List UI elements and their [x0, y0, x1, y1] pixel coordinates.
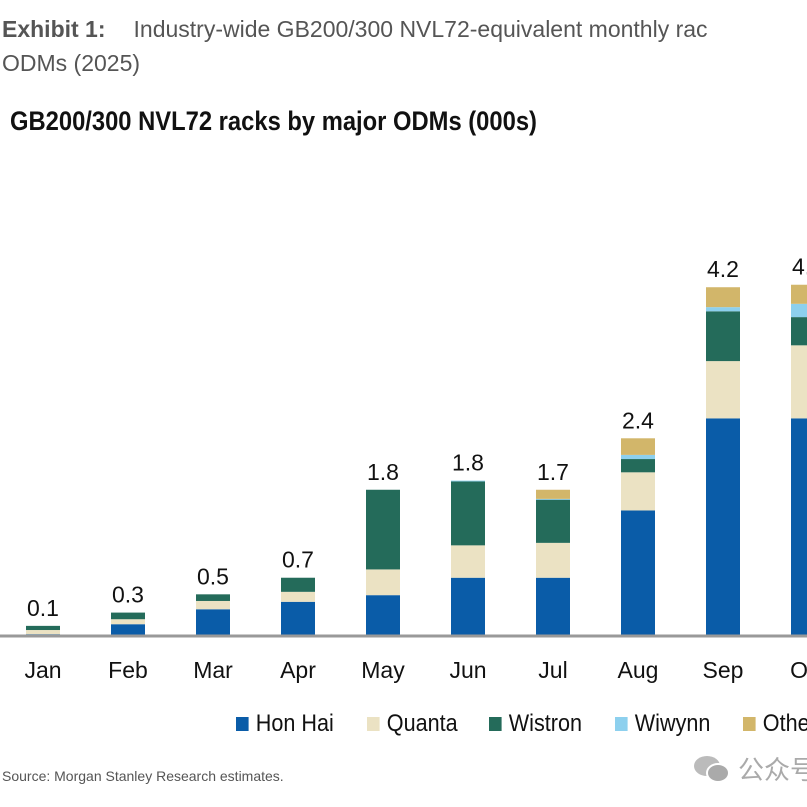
x-tick-label: Jul: [538, 657, 567, 683]
legend-label: Other: [762, 710, 807, 737]
bar-segment-quanta-sep: [706, 361, 740, 419]
legend-item: Wiwynn: [614, 710, 711, 738]
bar-segment-wistron-apr: [281, 577, 315, 592]
bar-segment-quanta-jan: [26, 630, 60, 635]
bar-segment-wistron-may: [366, 489, 400, 570]
bar-segment-quanta-jun: [451, 545, 485, 578]
legend-label: Wiwynn: [634, 710, 711, 737]
bar-segment-wiwynn-jul: [536, 498, 570, 500]
bar-segment-wistron-jul: [536, 499, 570, 543]
legend-item: Wistron: [489, 710, 582, 738]
legend-item: Hon Hai: [236, 710, 334, 738]
bar-segment-quanta-mar: [196, 600, 230, 610]
legend-item: Quanta: [366, 710, 458, 738]
source-note: Source: Morgan Stanley Research estimate…: [2, 768, 284, 784]
exhibit-label: Exhibit 1:: [2, 16, 106, 42]
total-label: 0.5: [197, 563, 229, 589]
bar-segment-wiwynn-oct: [791, 303, 807, 318]
bar-segment-other-sep: [706, 287, 740, 308]
exhibit-title: Industry-wide GB200/300 NVL72-equivalent…: [133, 16, 708, 42]
watermark: 公众号: [692, 750, 807, 787]
total-label: 1.8: [367, 459, 399, 485]
bar-segment-hon-hai-apr: [281, 601, 315, 635]
bar-segment-hon-hai-jul: [536, 577, 570, 635]
bar-segment-hon-hai-mar: [196, 609, 230, 635]
bar-segment-wistron-jan: [26, 625, 60, 631]
x-tick-label: Feb: [108, 657, 148, 683]
total-label: 4.2: [792, 254, 807, 280]
total-label: 4.2: [707, 256, 739, 282]
wechat-icon: [694, 755, 730, 783]
bar-segment-hon-hai-aug: [621, 510, 655, 635]
x-tick-label: Apr: [280, 657, 316, 683]
legend-swatch: [614, 717, 628, 731]
legend-label: Quanta: [386, 710, 458, 737]
bar-segment-quanta-apr: [281, 591, 315, 602]
bar-segment-wistron-feb: [111, 612, 145, 620]
bar-segment-hon-hai-jun: [451, 577, 485, 635]
total-label: 1.7: [537, 459, 569, 485]
legend-label: Hon Hai: [255, 710, 334, 737]
bar-segment-quanta-may: [366, 569, 400, 596]
bar-segment-hon-hai-sep: [706, 418, 740, 635]
legend-swatch: [366, 717, 380, 731]
bar-segment-quanta-jul: [536, 542, 570, 578]
bar-segment-quanta-aug: [621, 472, 655, 511]
bar-segment-wistron-mar: [196, 594, 230, 601]
legend: Hon Hai Quanta Wistron Wiwynn Other: [236, 710, 807, 738]
x-tick-label: May: [361, 657, 405, 683]
x-tick-label: Jan: [24, 657, 61, 683]
bar-segment-other-oct: [791, 284, 807, 304]
total-label: 0.1: [27, 595, 59, 621]
exhibit-heading: Exhibit 1: Industry-wide GB200/300 NVL72-…: [2, 12, 708, 80]
bar-segment-wistron-oct: [791, 317, 807, 346]
bar-segment-wiwynn-aug: [621, 454, 655, 460]
legend-swatch: [489, 717, 503, 731]
legend-swatch: [742, 717, 756, 731]
bar-segment-wistron-sep: [706, 311, 740, 362]
legend-item: Other: [742, 710, 807, 738]
legend-swatch: [236, 717, 249, 731]
watermark-text: 公众号: [738, 755, 807, 785]
bar-segment-wistron-jun: [451, 481, 485, 546]
chart-title: GB200/300 NVL72 racks by major ODMs (000…: [10, 106, 537, 136]
bar-segment-hon-hai-feb: [111, 624, 145, 635]
total-label: 1.8: [452, 450, 484, 476]
bar-segment-wiwynn-jun: [451, 480, 485, 482]
bar-segment-quanta-feb: [111, 619, 145, 625]
bar-segment-hon-hai-oct: [791, 418, 807, 635]
x-tick-label: Aug: [618, 657, 659, 683]
bar-segment-quanta-oct: [791, 345, 807, 419]
x-tick-label: Mar: [193, 657, 233, 683]
total-label: 0.7: [282, 547, 314, 573]
total-label: 0.3: [112, 582, 144, 608]
bar-segment-other-aug: [621, 438, 655, 455]
bar-segment-wistron-aug: [621, 459, 655, 473]
x-tick-label: Jun: [449, 657, 486, 683]
legend-label: Wistron: [509, 710, 583, 737]
bar-segment-hon-hai-may: [366, 595, 400, 635]
total-label: 2.4: [622, 407, 654, 433]
bar-segment-other-jul: [536, 489, 570, 499]
x-tick-label: Oct: [790, 657, 807, 683]
x-tick-label: Sep: [703, 657, 744, 683]
exhibit-title-line2: ODMs (2025): [2, 50, 141, 76]
bar-segment-wiwynn-sep: [706, 307, 740, 312]
